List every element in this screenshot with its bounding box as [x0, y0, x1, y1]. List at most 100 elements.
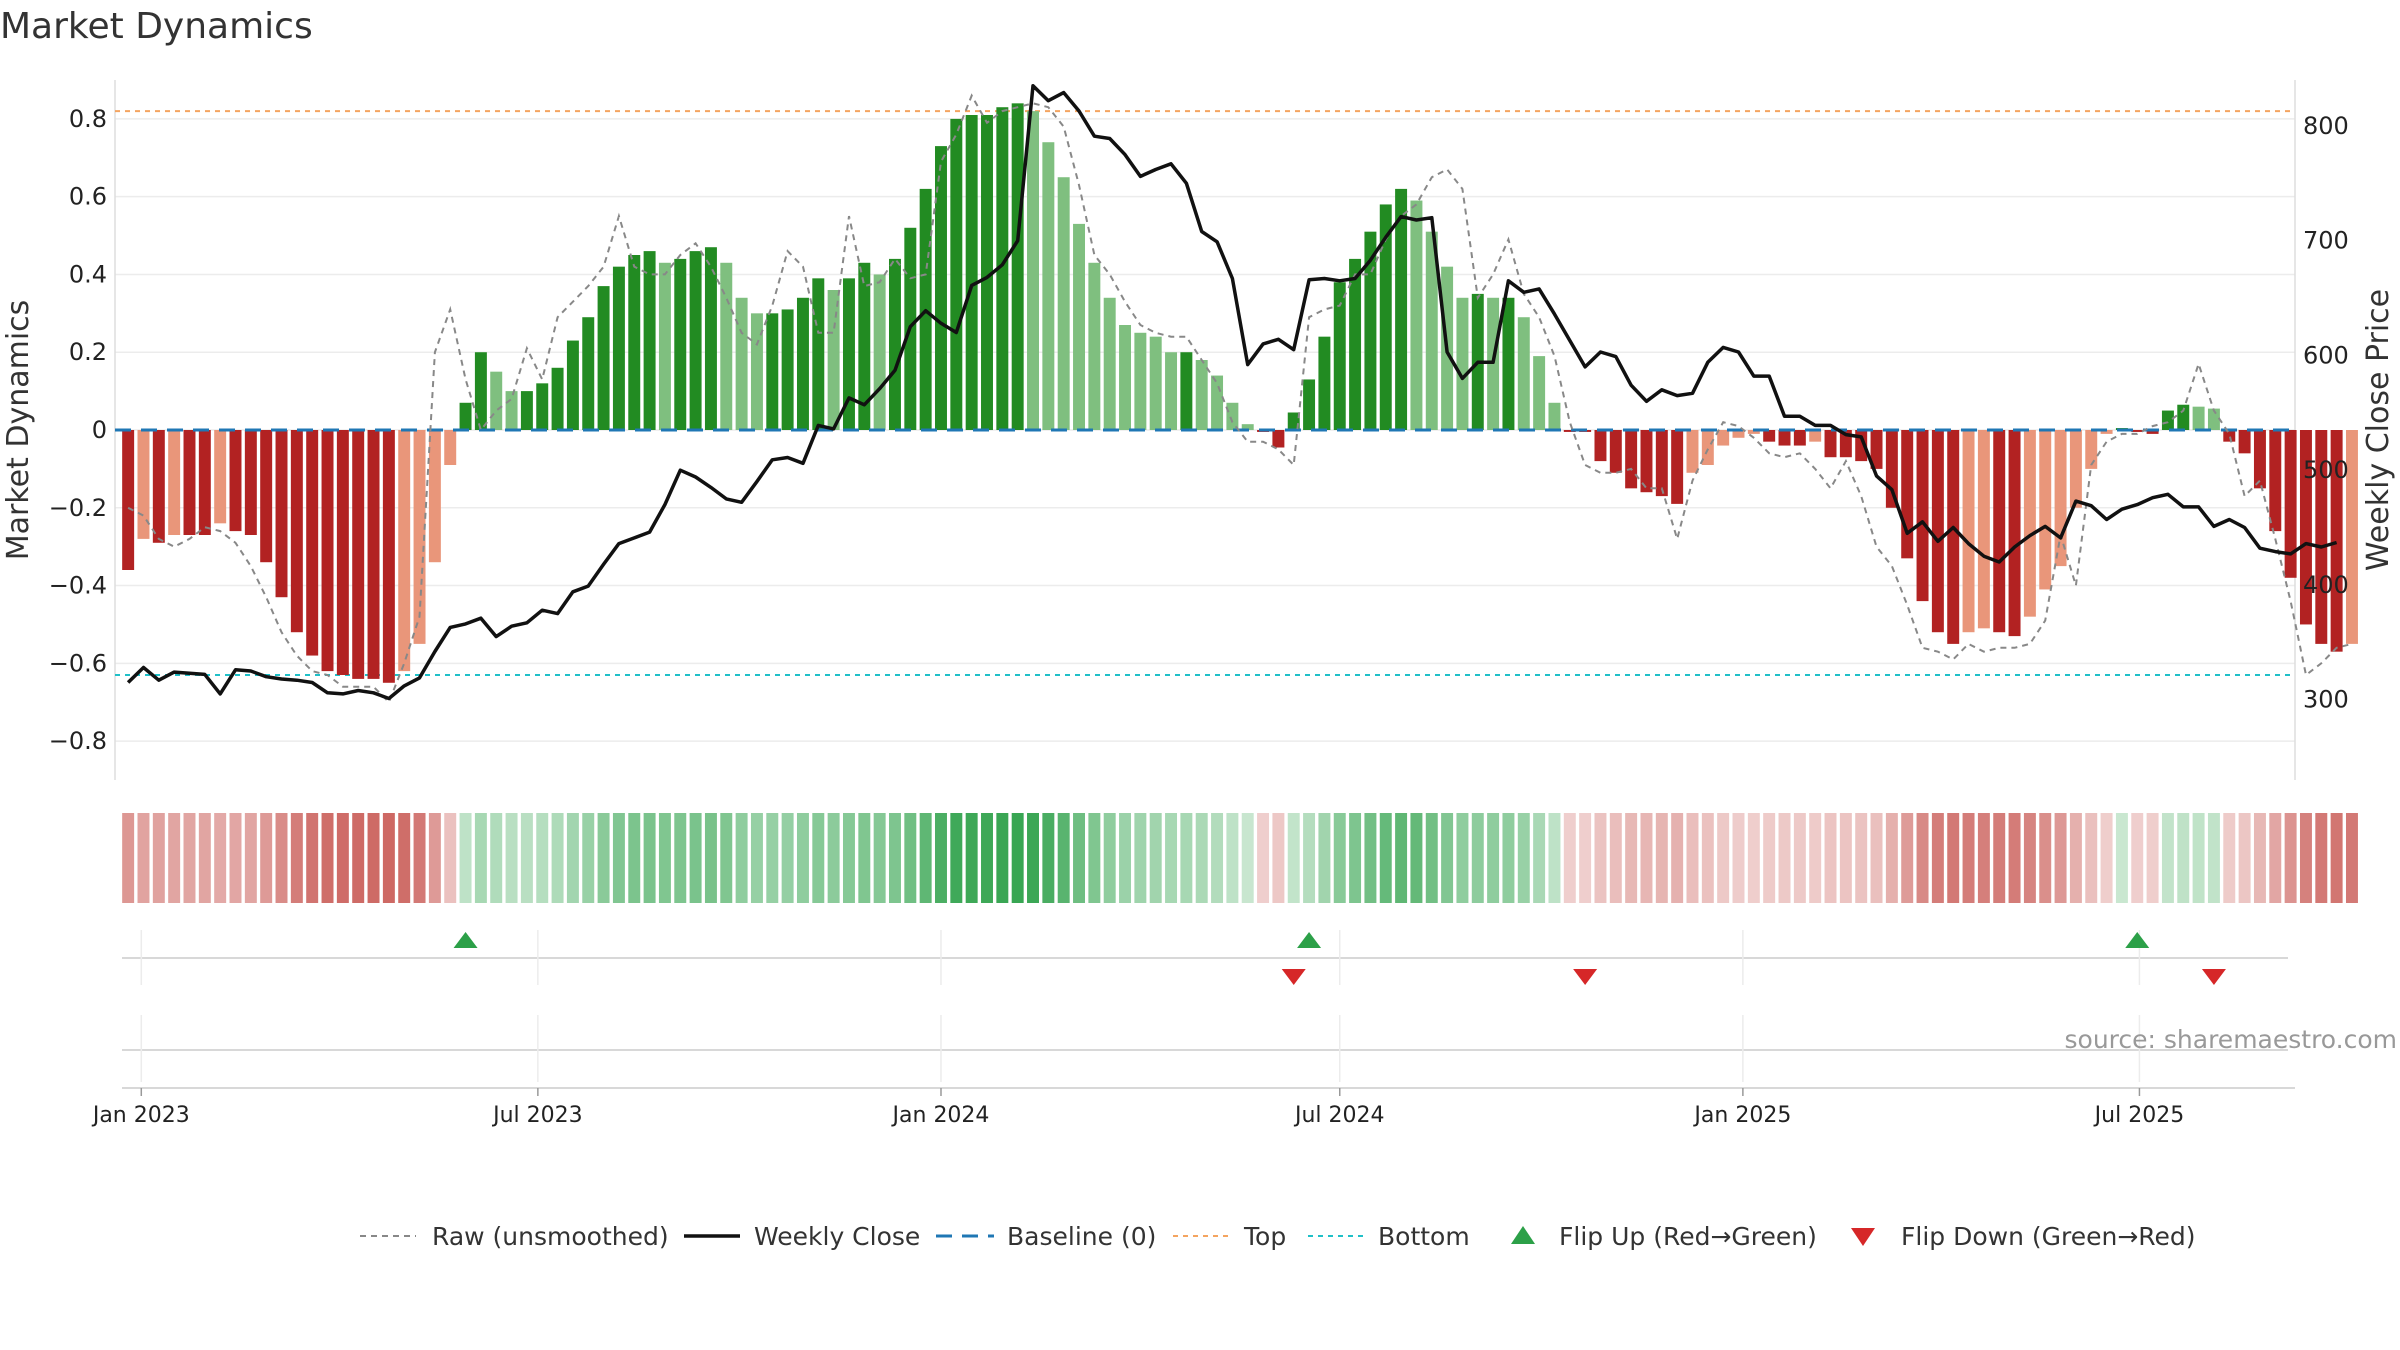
heat-cell — [1885, 813, 1898, 903]
heat-cell — [1901, 813, 1914, 903]
bar — [735, 297, 748, 430]
bar — [152, 430, 165, 543]
bar — [336, 430, 349, 675]
bar — [1548, 402, 1561, 430]
bar — [306, 430, 319, 656]
legend-label: Top — [1243, 1222, 1286, 1251]
bar — [1088, 262, 1101, 430]
heat-cell — [1134, 813, 1147, 903]
bar — [2238, 430, 2251, 454]
bar — [1134, 332, 1147, 430]
bar — [1226, 402, 1239, 430]
heat-cell — [1272, 813, 1285, 903]
legend-swatch — [1511, 1226, 1535, 1244]
heat-cell — [919, 813, 932, 903]
flip-up-marker — [1297, 932, 1322, 948]
bar — [658, 262, 671, 430]
bar — [597, 286, 610, 430]
legend-label: Bottom — [1378, 1222, 1470, 1251]
heat-cell — [444, 813, 457, 903]
heat-cell — [1747, 813, 1760, 903]
heat-cell — [2192, 813, 2205, 903]
heat-cell — [1855, 813, 1868, 903]
flip-up-marker — [2125, 932, 2150, 948]
bar — [612, 266, 625, 430]
bar — [275, 430, 288, 598]
heat-cell — [1809, 813, 1822, 903]
bar — [2085, 430, 2098, 469]
heat-cell — [2100, 813, 2113, 903]
heat-cell — [2299, 813, 2312, 903]
heat-cell — [2238, 813, 2251, 903]
heat-cell — [1042, 813, 1055, 903]
heat-cell — [2069, 813, 2082, 903]
bar — [1931, 430, 1944, 633]
y-tick-label: 0 — [92, 416, 107, 444]
bar — [1318, 336, 1331, 430]
heat-cell — [2161, 813, 2174, 903]
heat-cell — [382, 813, 395, 903]
heat-cell — [628, 813, 641, 903]
y-tick-label: −0.6 — [49, 649, 107, 677]
heat-cell — [505, 813, 518, 903]
flip-markers-panel — [122, 930, 2288, 985]
heat-cell — [1057, 813, 1070, 903]
bar — [321, 430, 334, 672]
heat-cell — [1916, 813, 1929, 903]
bar — [720, 262, 733, 430]
heat-cell — [2223, 813, 2236, 903]
heat-cell — [2008, 813, 2021, 903]
bar — [444, 430, 457, 465]
heat-cell — [1027, 813, 1039, 903]
heat-cell — [1241, 813, 1254, 903]
bar — [1640, 430, 1653, 493]
bar — [704, 247, 717, 430]
y2-tick-label: 600 — [2303, 341, 2349, 369]
legend-label: Baseline (0) — [1007, 1222, 1156, 1251]
heat-cell — [658, 813, 671, 903]
heat-cell — [336, 813, 349, 903]
y-tick-label: −0.4 — [49, 572, 107, 600]
heat-cell — [1395, 813, 1408, 903]
heat-cell — [812, 813, 825, 903]
bar — [1533, 356, 1546, 430]
bar — [1901, 430, 1914, 559]
bar — [1594, 430, 1607, 462]
chart-title: Market Dynamics — [0, 6, 313, 47]
heat-cell — [306, 813, 319, 903]
heat-cell — [2345, 813, 2358, 903]
heat-cell — [1149, 813, 1162, 903]
bar — [827, 290, 840, 430]
heat-cell — [858, 813, 871, 903]
bar — [858, 262, 871, 430]
bar — [674, 258, 687, 430]
heat-cell — [1977, 813, 1990, 903]
bar — [520, 391, 533, 430]
bar — [1717, 430, 1730, 446]
x-tick-label: Jul 2025 — [2093, 1103, 2185, 1128]
bar — [1180, 352, 1193, 430]
heat-cell — [2131, 813, 2144, 903]
heat-cell — [183, 813, 196, 903]
bar — [505, 391, 518, 430]
heat-cell — [1425, 813, 1438, 903]
heat-cell — [1839, 813, 1852, 903]
bar — [1947, 430, 1960, 644]
heat-cell — [1226, 813, 1239, 903]
bar — [1395, 188, 1408, 430]
bar — [1103, 297, 1116, 430]
flip-up-marker — [453, 932, 478, 948]
bar — [1916, 430, 1929, 602]
x-tick-label: Jan 2024 — [891, 1103, 990, 1128]
bar — [1686, 430, 1699, 473]
bar — [551, 367, 564, 430]
heat-cell — [1579, 813, 1592, 903]
legend-label: Raw (unsmoothed) — [432, 1222, 669, 1251]
bar — [781, 309, 794, 430]
bar — [1195, 360, 1208, 430]
bar — [950, 118, 963, 430]
heat-cell — [2253, 813, 2266, 903]
heat-cell — [352, 813, 365, 903]
bar — [1379, 204, 1392, 430]
bar — [2039, 430, 2052, 590]
